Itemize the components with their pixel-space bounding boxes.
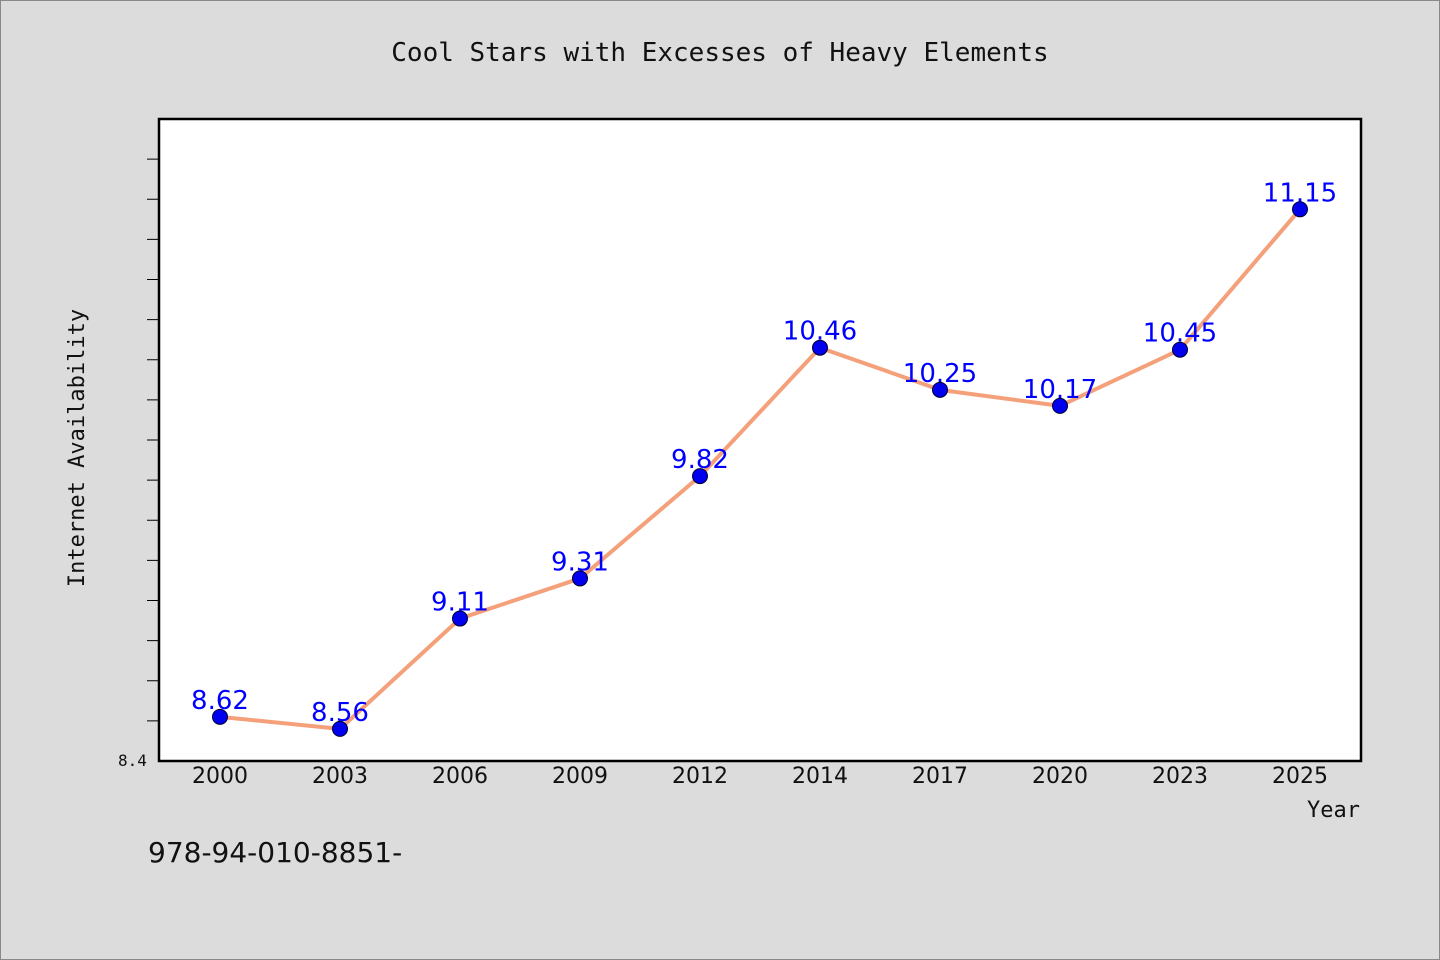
y-min-tick-label: 8.4 [118,751,147,770]
x-tick-label: 2009 [552,764,608,789]
x-axis-label: Year [1307,798,1360,823]
data-point [1172,341,1188,358]
y-axis-ticks [147,158,159,722]
x-tick-label: 2014 [792,764,848,789]
series-line [219,207,1302,731]
data-point [1292,201,1308,218]
data-label: 10.25 [903,359,977,389]
x-tick-label: 2006 [432,764,488,789]
series-group: 8.62 8.56 9.11 9.31 9.82 10.46 10.25 10.17 10.45… [191,178,1337,737]
y-axis-label: Internet Availability [65,309,90,587]
plot-area [157,117,1363,763]
data-label: 9.11 [431,588,489,618]
data-label: 10.17 [1023,375,1097,405]
data-label: 8.62 [191,686,249,716]
x-tick-label: 2020 [1032,764,1088,789]
data-label: 10.46 [783,317,857,347]
x-axis-ticks: 2000 2003 2006 2009 2012 2014 2017 2020 2023 2025 [192,764,1328,789]
x-tick-label: 2000 [192,764,248,789]
footnote-text: 978-94-010-8851- [148,836,402,869]
data-point [452,610,468,627]
data-point [212,708,228,725]
data-label: 8.56 [311,698,369,728]
data-point [332,720,348,737]
x-tick-label: 2023 [1152,764,1208,789]
data-point [812,339,828,356]
data-point [1052,397,1068,414]
data-label: 9.31 [551,547,609,577]
data-label: 10.45 [1143,319,1217,349]
data-point [572,570,588,587]
x-tick-label: 2003 [312,764,368,789]
chart-title: Cool Stars with Excesses of Heavy Elemen… [391,38,1048,68]
data-label: 9.82 [671,445,729,475]
data-point [692,468,708,485]
data-label: 11.15 [1263,178,1337,208]
x-tick-label: 2012 [672,764,728,789]
x-tick-label: 2025 [1272,764,1328,789]
data-point [932,381,948,398]
x-tick-label: 2017 [912,764,968,789]
